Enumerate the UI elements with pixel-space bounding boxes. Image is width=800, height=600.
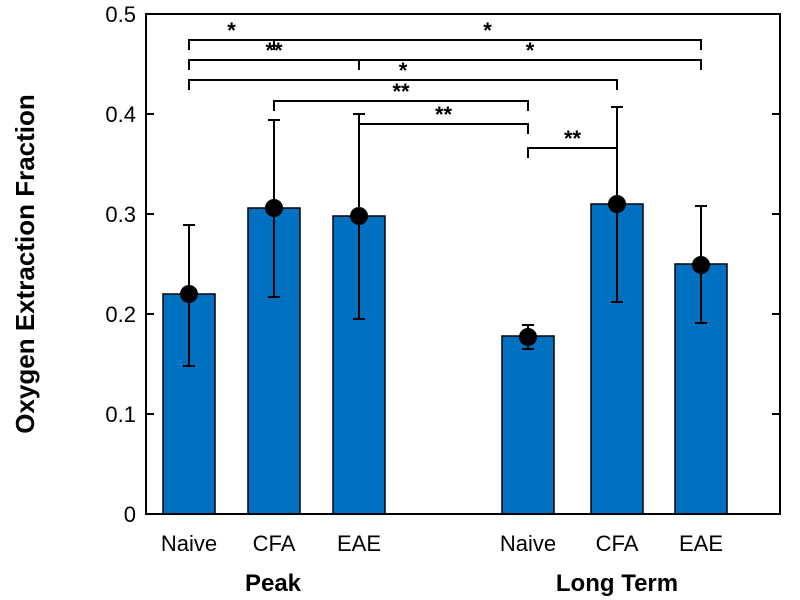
mean-marker <box>180 285 198 303</box>
x-tick-label: CFA <box>253 531 296 556</box>
mean-marker <box>692 256 710 274</box>
x-tick-label: Naive <box>500 531 556 556</box>
x-tick-label: Naive <box>161 531 217 556</box>
significance-label: ** <box>564 126 582 151</box>
y-tick-label: 0.3 <box>105 202 136 227</box>
significance-label: * <box>483 18 492 43</box>
y-axis-label: Oxygen Extraction Fraction <box>10 94 40 434</box>
x-tick-label: CFA <box>596 531 639 556</box>
x-tick-label: EAE <box>679 531 723 556</box>
significance-bracket <box>273 100 529 111</box>
significance-bracket <box>188 79 618 90</box>
mean-marker <box>519 328 537 346</box>
group-label: Peak <box>245 570 302 597</box>
y-tick-label: 0 <box>124 502 136 527</box>
y-axis: 0 0.1 0.2 0.3 0.4 0.5 <box>105 2 780 527</box>
significance-bracket <box>358 59 702 70</box>
mean-marker <box>608 195 626 213</box>
mean-marker <box>265 199 283 217</box>
significance-bracket <box>358 123 529 134</box>
x-tick-label: EAE <box>337 531 381 556</box>
bars-layer <box>162 106 728 515</box>
significance-label: * <box>399 58 408 83</box>
significance-label: * <box>526 38 535 63</box>
y-tick-label: 0.1 <box>105 402 136 427</box>
y-tick-label: 0.4 <box>105 102 136 127</box>
significance-label: * <box>227 18 236 43</box>
significance-label: ** <box>392 79 410 104</box>
mean-marker <box>350 207 368 225</box>
significance-bracket <box>273 39 702 50</box>
significance-layer: * *** ******** <box>188 18 702 158</box>
significance-label: ** <box>265 38 283 63</box>
significance-bracket <box>527 147 618 158</box>
group-label: Long Term <box>556 570 678 597</box>
plot-frame <box>145 13 781 515</box>
bar <box>501 335 555 515</box>
significance-label: ** <box>435 102 453 127</box>
y-tick-label: 0.2 <box>105 302 136 327</box>
y-tick-label: 0.5 <box>105 2 136 27</box>
